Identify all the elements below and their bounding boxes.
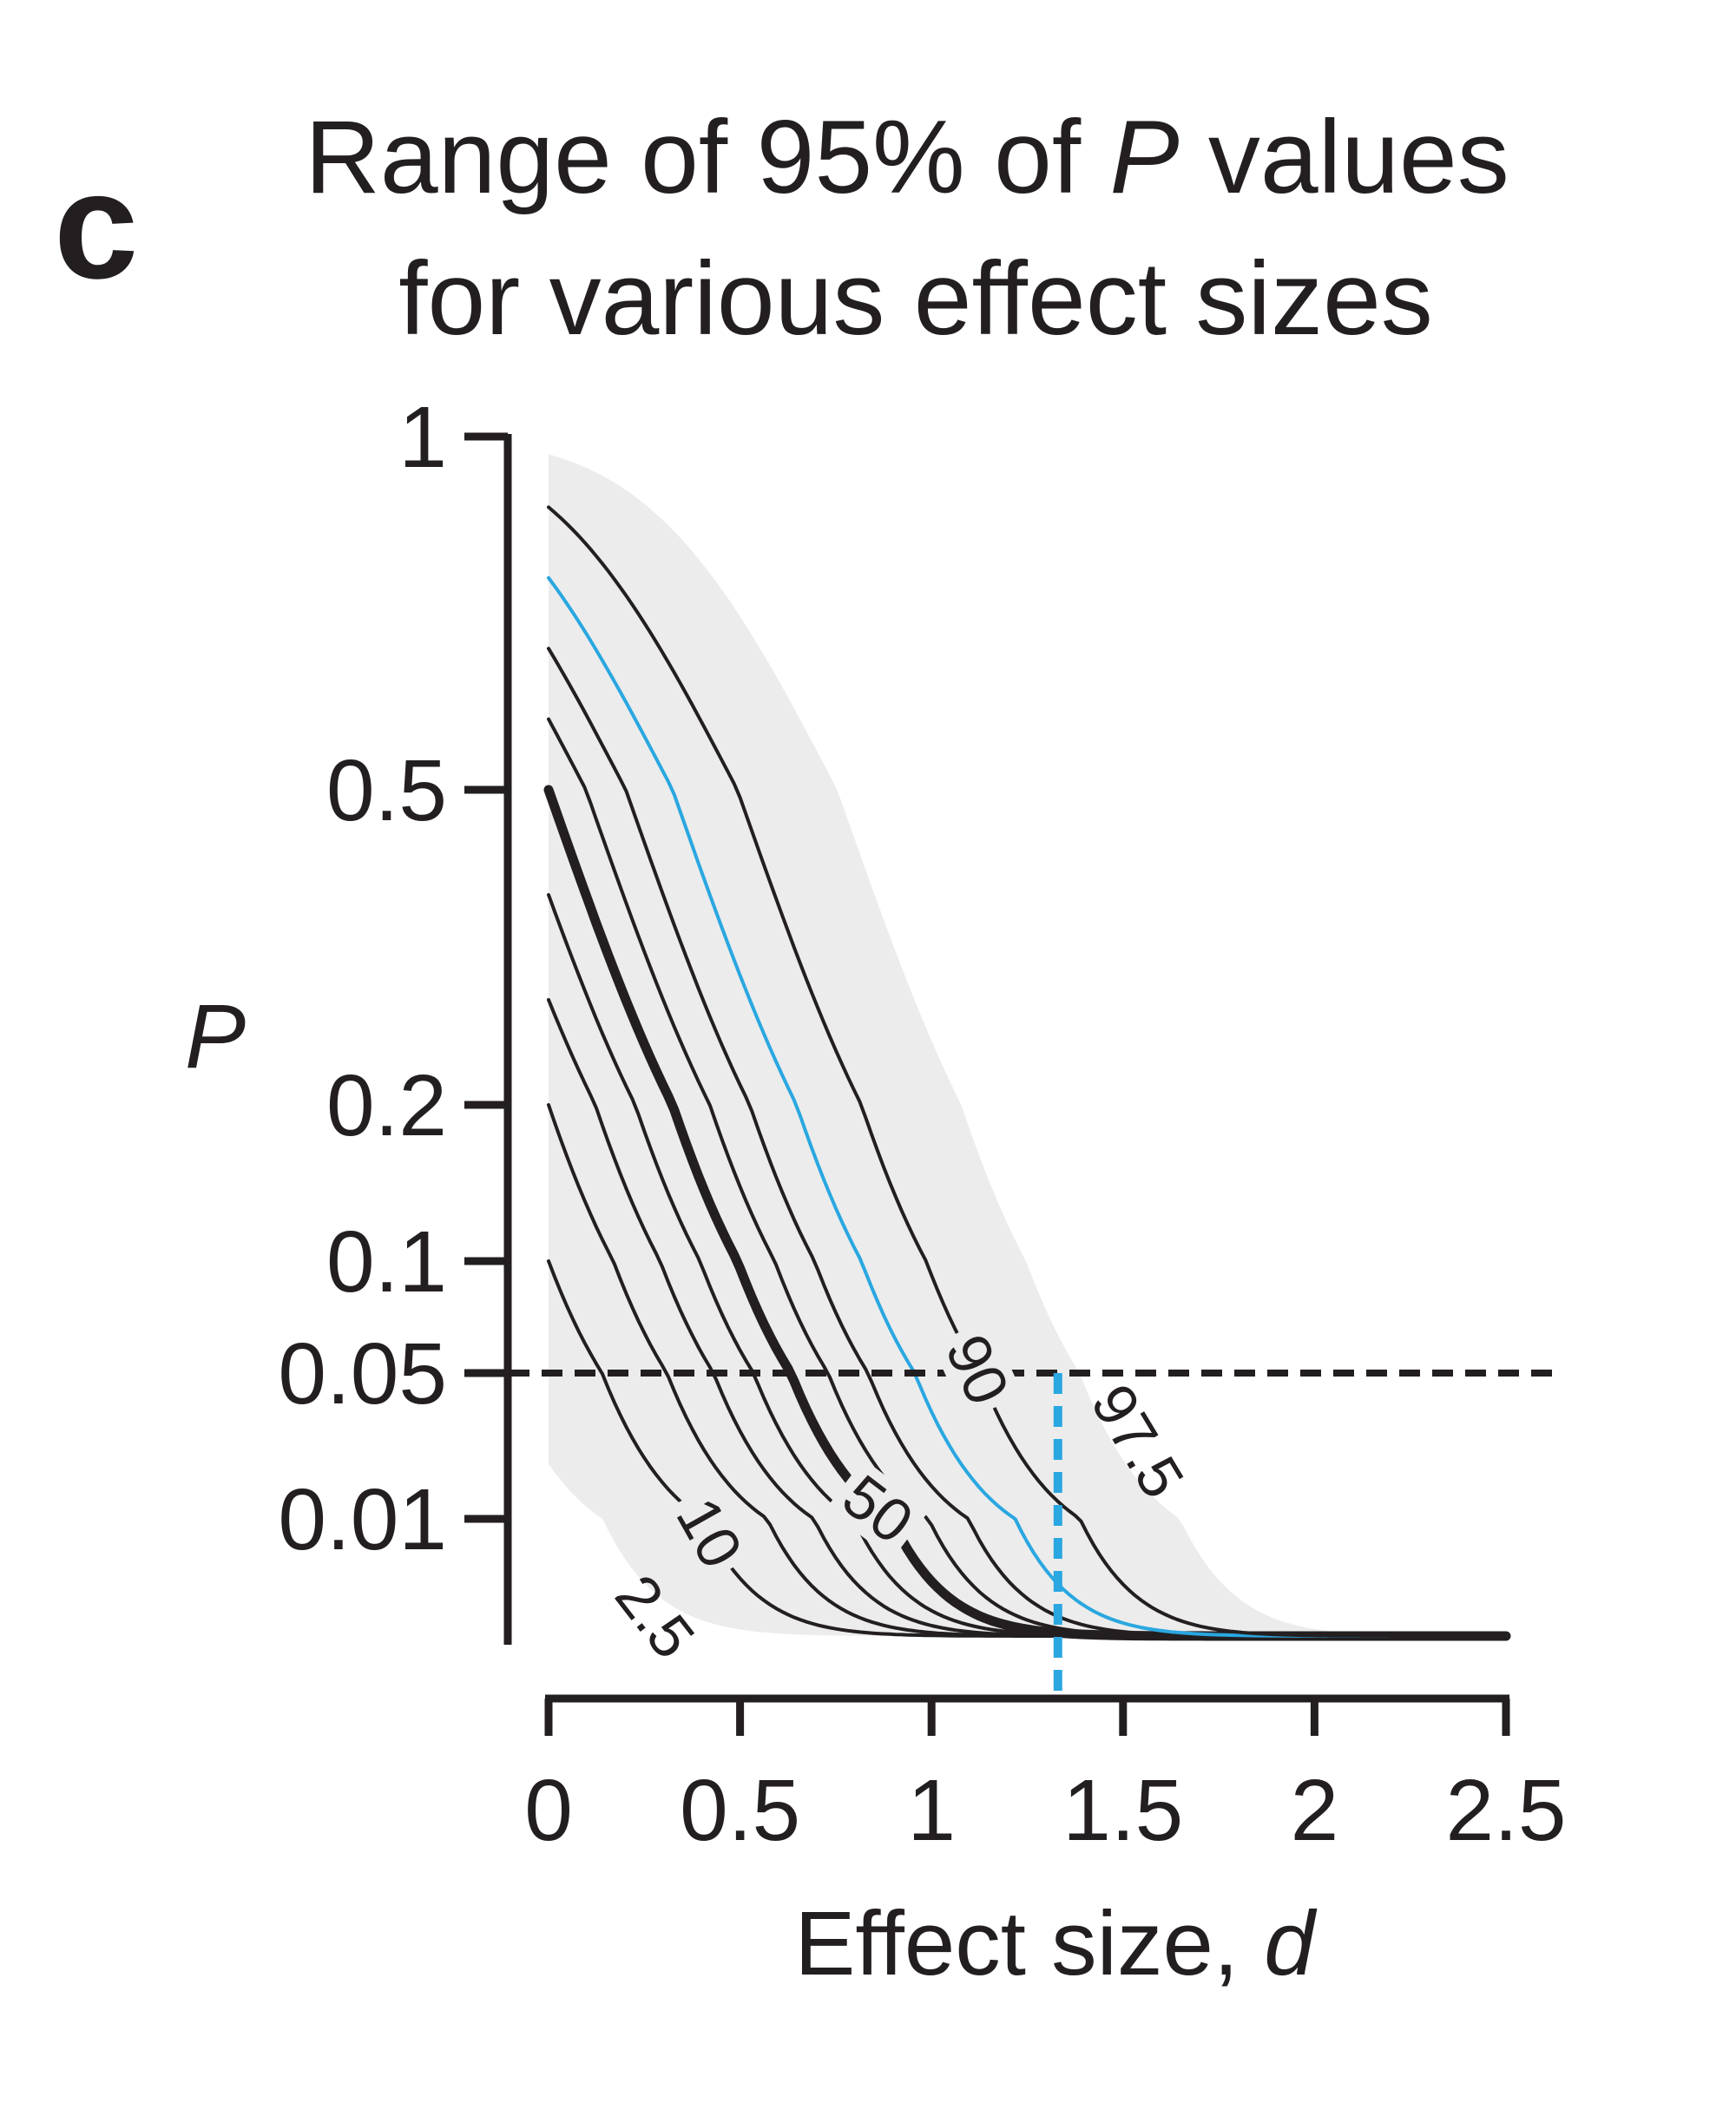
y-axis: 1 0.5 0.2 0.1 0.05 0.01 xyxy=(278,389,512,1645)
y-tick-label: 0.1 xyxy=(326,1213,447,1311)
x-axis: 0 0.5 1 1.5 2 2.5 xyxy=(524,1694,1567,1859)
title-italic-p: P xyxy=(1110,99,1180,215)
x-axis-label-text: Effect size, xyxy=(794,1893,1264,1994)
y-axis-label: P xyxy=(185,986,246,1088)
x-tick-label: 0 xyxy=(524,1762,573,1859)
x-tick-label: 1 xyxy=(907,1762,956,1859)
x-tick-label: 0.5 xyxy=(680,1762,800,1859)
title-line-1-end: values xyxy=(1180,99,1509,215)
curve-label-knockout xyxy=(931,1318,1023,1421)
reference-lines-layer xyxy=(476,1370,1558,1701)
x-axis-label-italic: d xyxy=(1264,1893,1318,1994)
chart-title-line-1: Range of 95% of P values xyxy=(305,99,1509,215)
confidence-band-layer xyxy=(549,454,1506,1636)
y-tick-label: 0.5 xyxy=(326,742,447,839)
x-tick-label: 2.5 xyxy=(1445,1762,1566,1859)
band-95-percent xyxy=(549,454,1506,1636)
panel-letter: c xyxy=(54,141,138,311)
title-line-1-start: Range of 95% of xyxy=(305,99,1109,215)
curve-label-knockout xyxy=(825,1459,930,1560)
y-tick-label: 0.2 xyxy=(326,1057,447,1154)
y-tick-label: 0.05 xyxy=(278,1325,447,1423)
curve-p90 xyxy=(547,505,1508,1638)
x-tick-label: 1.5 xyxy=(1062,1762,1183,1859)
percentile-curves-layer xyxy=(543,505,1511,1641)
y-tick-label: 0.01 xyxy=(278,1471,447,1568)
chart-title-line-2: for various effect sizes xyxy=(398,240,1433,357)
curve-label-knockout xyxy=(661,1481,758,1585)
x-tick-label: 2 xyxy=(1291,1762,1339,1859)
y-tick-label: 1 xyxy=(398,389,447,486)
x-axis-label: Effect size, d xyxy=(794,1893,1318,1994)
